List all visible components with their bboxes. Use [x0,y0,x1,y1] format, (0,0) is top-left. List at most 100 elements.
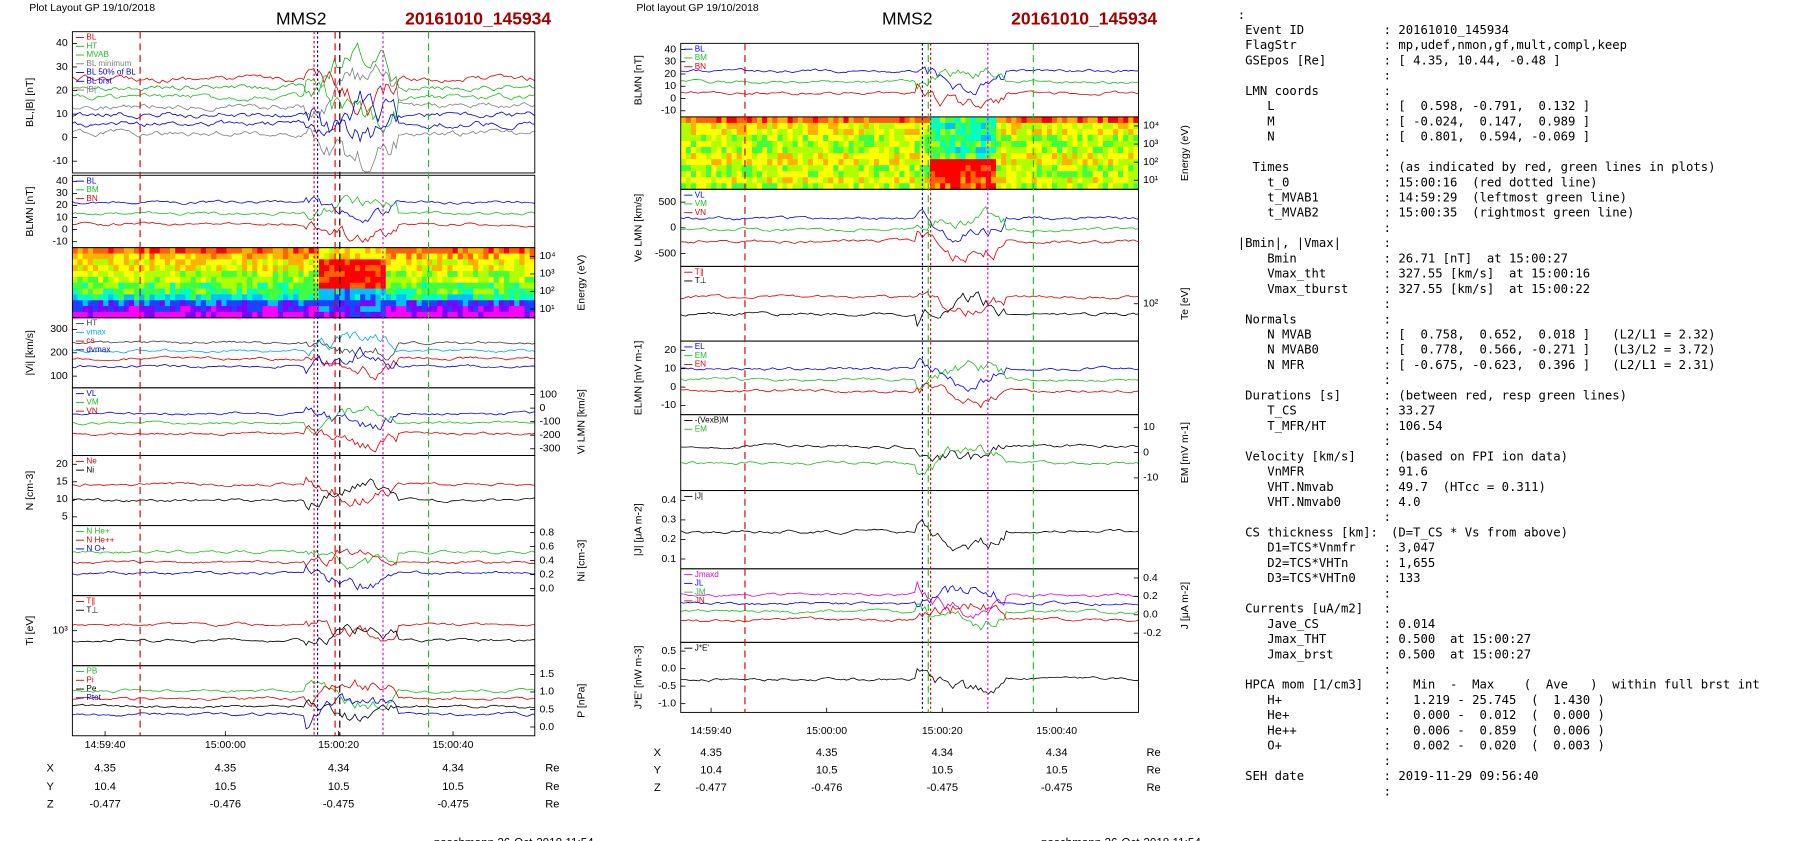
legend-label: BM [86,185,98,194]
spectrogram-cell [823,147,829,154]
trace [72,406,535,435]
spectrogram-cell [731,141,738,148]
spectrogram-cell [970,165,977,172]
spectrogram-cell [746,165,753,172]
spectrogram-cell [375,271,382,278]
spectrogram-cell [473,271,479,278]
spectrogram-cell [123,300,130,307]
spectrogram-cell [349,259,356,266]
spectrogram-cell [108,276,114,284]
spectrogram-cell [909,165,916,172]
spectrogram-cell [411,300,418,307]
spectrogram-cell [736,159,743,166]
spectrogram-cell [365,288,371,295]
spectrogram-cell [767,116,773,124]
spectrogram-cell [1051,171,1058,178]
spectrogram-cell [247,288,253,295]
spectrogram-cell [701,147,707,154]
spectrogram-cell [375,288,382,295]
spectrogram-cell [103,294,109,301]
legend-label: BL 50% of BL [86,68,136,77]
y-tick-label: 30 [56,187,68,199]
position-value: 10.5 [816,765,838,777]
spectrogram-cell [200,271,207,278]
spectrogram-cell [879,171,885,178]
spectrogram-cell [1001,171,1007,178]
spectrogram-cell [1067,135,1073,142]
spectrogram-cell [128,247,135,254]
spectrogram-cell [390,276,397,284]
spectrogram-cell [462,282,469,290]
spectrogram-cell [996,159,1002,166]
spectrogram-cell [853,159,860,166]
spectrogram-cell [329,265,335,272]
spectrogram-cell [354,288,361,295]
spectrogram-cell [195,271,202,278]
spectrogram-cell [1036,171,1043,178]
spectrogram-cell [339,253,346,260]
spectrogram-cell [980,147,987,154]
spectrogram-cell [741,153,748,160]
spectrogram-cell [1051,165,1058,172]
info-value: : (between red, resp green lines) [1384,388,1627,402]
spectrogram-cell [277,265,284,272]
spectrogram-cell [807,183,814,190]
spectrogram-cell [757,135,763,142]
spectrogram-cell [879,159,885,166]
spectrogram-cell [375,265,382,272]
trace [72,339,535,361]
spectrogram-cell [503,282,510,290]
spectrogram-cell [462,294,469,301]
spectrogram-cell [452,247,459,254]
spectrogram-cell [1102,159,1109,166]
position-label: Y [47,781,55,793]
spectrogram-cell [139,259,145,266]
spectrogram-cell [380,288,387,295]
spectrogram-cell [154,271,161,278]
spectrogram-cell [396,265,402,272]
spectrogram-cell [1062,159,1068,166]
spectrogram-cell [721,122,727,130]
spectrogram-cell [113,306,120,313]
spectrogram-cell [524,288,531,295]
spectrogram-cell [216,288,222,295]
spectrogram-cell [975,177,982,184]
spectrogram-cell [221,276,227,284]
spectrogram-cell [267,271,274,278]
spectrogram-cell [777,183,783,190]
spectrogram-cell [462,276,469,284]
spectrogram-cell [726,128,733,136]
spectrogram-cell [365,265,371,272]
y-axis-label: P [nPa] [575,684,587,718]
spectrogram-cell [370,311,376,319]
spectrogram-cell [293,253,299,260]
spectrogram-cell [787,153,794,160]
spectrogram-cell [960,147,967,154]
spectrogram-cell [1031,159,1038,166]
spectrogram-cell [164,265,171,272]
spectrogram-cell [833,141,839,148]
position-value: 4.35 [94,762,116,774]
spectrogram-cell [1113,116,1119,124]
spectrogram-cell [324,294,330,301]
spectrogram-cell [792,171,799,178]
spectrogram-cell [1046,183,1053,190]
spectrogram-cell [175,282,181,290]
spectrogram-cell [914,153,921,160]
spectrogram-cell [185,311,192,319]
spectrogram-cell [853,171,860,178]
spectrogram-cell [72,271,78,278]
spectrogram-cell [706,128,712,136]
spectrogram-cell [1036,183,1043,190]
spectrogram-cell [118,306,125,313]
spectrogram-cell [159,247,166,254]
spectrogram-cell [685,153,692,160]
spectrogram-cell [1072,122,1078,130]
spectrogram-cell [236,294,243,301]
spectrogram-cell [868,135,875,142]
spectrogram-cell [843,177,850,184]
spectrogram-cell [853,135,860,142]
spectrogram-cell [894,147,900,154]
spectrogram-cell [344,253,351,260]
spectrogram-cell [980,183,987,190]
